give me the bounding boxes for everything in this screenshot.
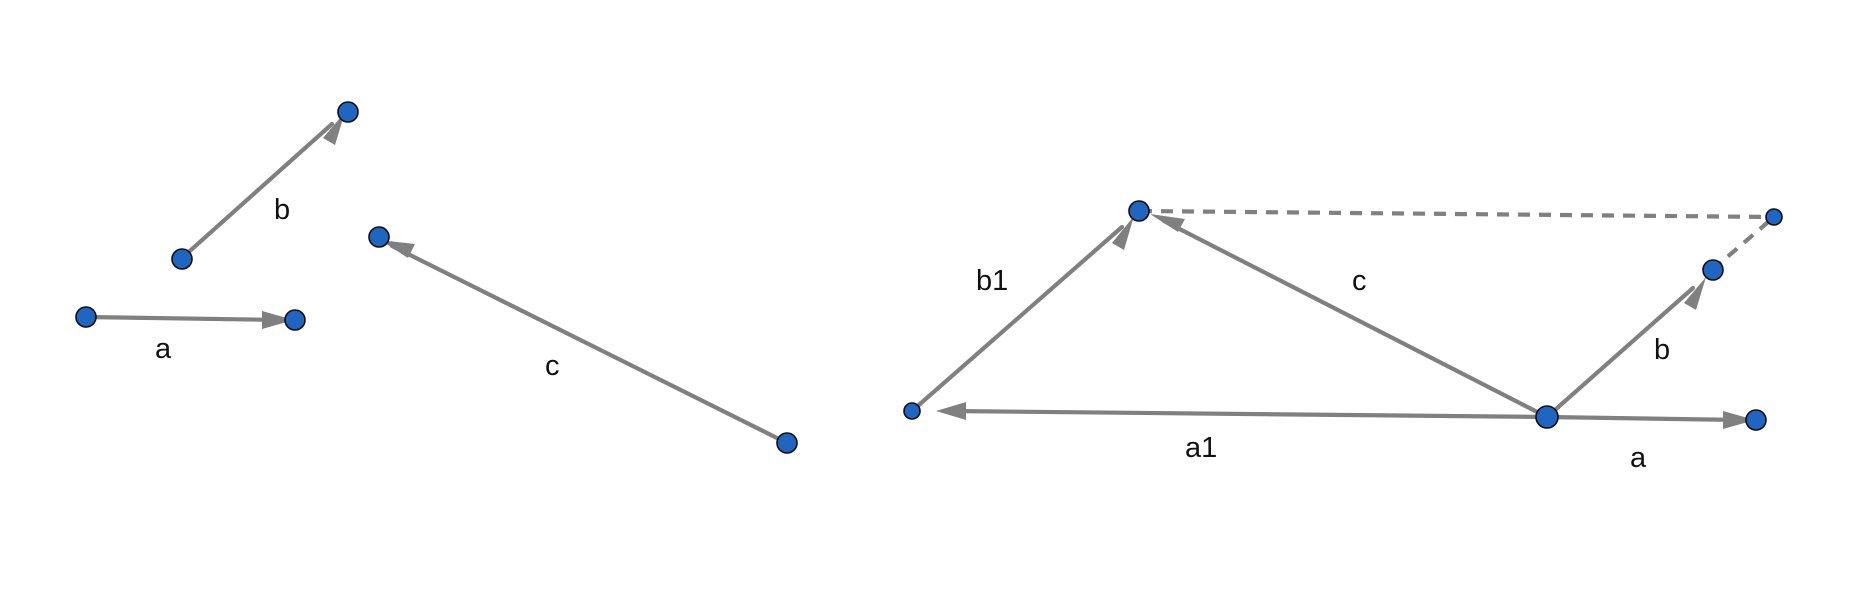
left-point-c-end[interactable] xyxy=(368,226,390,248)
right-vector-a-arrowhead xyxy=(1723,411,1755,429)
right-label-c: c xyxy=(1352,265,1367,297)
left-vector-b-arrowhead xyxy=(323,112,345,145)
left-vector-group: a b c xyxy=(75,101,798,454)
left-vector-c-arrowhead xyxy=(380,240,415,258)
right-point-dashed-corner[interactable] xyxy=(1765,208,1783,226)
right-point-b1-start[interactable] xyxy=(903,402,921,420)
right-vector-b-arrowhead xyxy=(1684,277,1706,310)
left-point-c-start[interactable] xyxy=(776,432,798,454)
right-vector-b xyxy=(1544,285,1696,420)
left-vector-c xyxy=(389,243,790,446)
right-label-a: a xyxy=(1630,442,1647,474)
left-point-a-end[interactable] xyxy=(284,309,306,331)
left-point-a-start[interactable] xyxy=(75,306,97,328)
left-vector-a xyxy=(83,314,287,323)
right-vector-c xyxy=(1161,218,1550,420)
right-vector-c-arrowhead xyxy=(1150,214,1185,232)
right-dashed-line-side xyxy=(1710,215,1776,272)
right-vector-group: b1 c b a1 a xyxy=(903,200,1783,474)
right-vector-a1-arrowhead xyxy=(936,402,966,420)
right-point-origin[interactable] xyxy=(1535,405,1559,429)
right-label-b1: b1 xyxy=(976,265,1008,297)
right-vector-b1 xyxy=(909,224,1125,414)
left-point-b-start[interactable] xyxy=(171,248,193,270)
right-dashed-line-top xyxy=(1139,208,1775,220)
right-label-a1: a1 xyxy=(1185,432,1217,464)
right-vector-b1-arrowhead xyxy=(1112,216,1134,250)
left-label-a: a xyxy=(155,333,172,365)
right-label-b: b xyxy=(1654,334,1670,366)
left-label-c: c xyxy=(545,350,560,382)
left-label-b: b xyxy=(274,194,290,226)
right-vector-a1 xyxy=(947,408,1550,420)
right-point-a-end[interactable] xyxy=(1745,409,1767,431)
right-point-b-end[interactable] xyxy=(1702,259,1724,281)
left-point-b-end[interactable] xyxy=(337,101,359,123)
left-vector-a-arrowhead xyxy=(262,311,294,329)
left-vector-b xyxy=(179,121,335,261)
right-point-apex[interactable] xyxy=(1128,200,1150,222)
right-vector-a xyxy=(1544,414,1745,423)
